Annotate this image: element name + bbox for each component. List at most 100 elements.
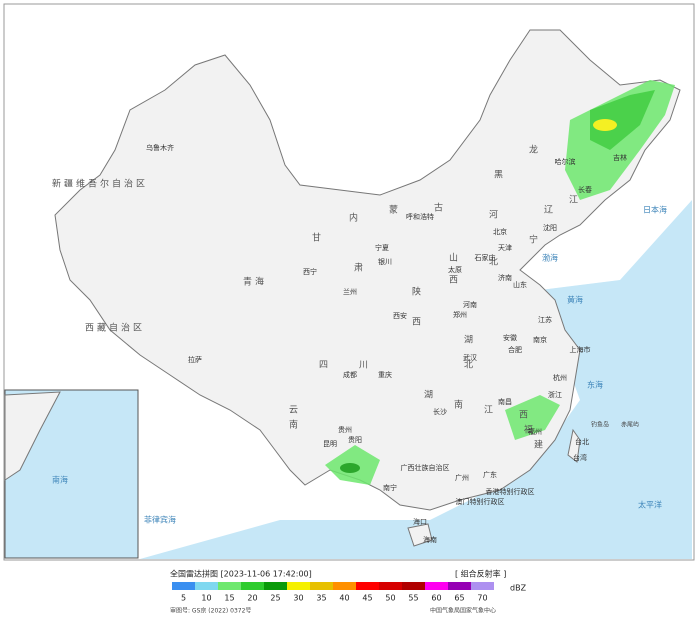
- map-label: 日本海: [643, 205, 667, 215]
- map-label: 黑: [494, 170, 506, 181]
- map-label: 西: [519, 410, 531, 421]
- map-label: 浙江: [548, 390, 562, 399]
- inset-land: [4, 391, 61, 481]
- legend-swatch: [471, 582, 494, 590]
- map-label: 贵阳: [348, 435, 362, 444]
- map-label: 石家庄: [475, 253, 496, 262]
- map-label: 山东: [513, 280, 527, 289]
- hainan: [407, 523, 433, 547]
- map-label: 广州: [455, 473, 469, 482]
- map-label: 南: [289, 419, 301, 431]
- source: 中国气象局国家气象中心: [430, 607, 496, 615]
- legend-level: 10: [201, 594, 211, 603]
- map-label: 南宁: [383, 483, 397, 492]
- legend-level: 20: [247, 594, 257, 603]
- legend-level: 5: [181, 594, 186, 603]
- echo: [505, 395, 560, 440]
- map-label: 乌鲁木齐: [146, 143, 174, 152]
- map-label: 宁夏: [375, 243, 389, 252]
- map-label: 香港特别行政区: [486, 487, 535, 496]
- map-label: 云: [289, 406, 301, 416]
- map-label: 南昌: [498, 397, 512, 406]
- map-label: 钓鱼岛: [591, 421, 609, 429]
- legend-level: 25: [270, 594, 280, 603]
- legend-title: 全国雷达拼图 [2023-11-06 17:42:00]: [170, 569, 312, 579]
- map-label: 银川: [378, 257, 392, 266]
- legend-swatch: [241, 582, 264, 590]
- legend-swatch: [425, 582, 448, 590]
- map-label: 长沙: [433, 407, 447, 416]
- legend-level: 55: [408, 594, 418, 603]
- map-label: 新疆维吾尔自治区: [52, 178, 148, 190]
- map-label: 天津: [498, 244, 512, 252]
- map-label: 台北: [575, 437, 589, 446]
- radar-echoes: [325, 80, 675, 485]
- map-label: 杭州: [553, 373, 567, 382]
- legend-level: 70: [477, 594, 487, 603]
- echo: [593, 119, 617, 131]
- legend-swatch: [195, 582, 218, 590]
- map-label: 太原: [448, 265, 462, 274]
- map-label: 江苏: [538, 315, 552, 324]
- map-label: 吉林: [613, 153, 627, 162]
- map-label: 江: [484, 405, 496, 416]
- map-label: 南: [454, 399, 466, 411]
- legend-level: 15: [224, 594, 234, 603]
- map-label: 江: [569, 195, 581, 206]
- map-label: 昆明: [323, 440, 337, 448]
- map-label: 合肥: [508, 345, 522, 354]
- legend-swatch: [402, 582, 425, 590]
- sea: [140, 200, 692, 559]
- china-outline: [54, 29, 681, 511]
- map-label: 湖: [464, 335, 476, 346]
- legend-level: 40: [339, 594, 349, 603]
- map-label: 南京: [533, 335, 547, 344]
- map-label: 甘: [312, 232, 324, 244]
- map-label: 哈尔滨: [555, 157, 576, 166]
- legend-product: [ 组合反射率 ]: [455, 569, 506, 579]
- legend-unit: dBZ: [510, 584, 527, 593]
- legend-swatch: [287, 582, 310, 590]
- map-label: 内: [349, 212, 361, 224]
- map-label: 重庆: [378, 370, 392, 379]
- map-label: 西藏自治区: [85, 322, 145, 334]
- map-label: 肃: [354, 262, 366, 274]
- map-label: 澳门特别行政区: [456, 497, 505, 506]
- map-label: 广东: [483, 470, 497, 479]
- map-label: 西宁: [303, 267, 317, 276]
- legend-level: 50: [385, 594, 395, 603]
- map-label: 兰州: [343, 287, 357, 296]
- map-label: 青海: [243, 276, 267, 288]
- map-label: 沈阳: [543, 223, 557, 232]
- map-label: 东海: [587, 380, 603, 390]
- map-label: 山: [449, 253, 461, 264]
- legend-swatch: [379, 582, 402, 590]
- map-label: 西: [449, 275, 461, 286]
- map-label: 海口: [413, 517, 427, 526]
- map-label: 古: [434, 202, 446, 214]
- legend-swatch: [218, 582, 241, 590]
- map-label: 河: [489, 209, 501, 221]
- approval-number: 审图号: GS京 (2022) 0372号: [170, 607, 251, 615]
- map-label: 辽: [544, 205, 556, 216]
- legend-level: 35: [316, 594, 326, 603]
- legend-swatch: [333, 582, 356, 590]
- map-label: 黄海: [567, 295, 583, 305]
- map-label: 海南: [423, 535, 437, 544]
- taiwan: [567, 428, 581, 463]
- echo: [340, 463, 360, 473]
- map-label: 西安: [393, 311, 407, 320]
- map-label: 广西壮族自治区: [401, 463, 450, 472]
- legend-swatch: [310, 582, 333, 590]
- legend-level: 30: [293, 594, 303, 603]
- legend-level: 60: [431, 594, 441, 603]
- map-label: 川: [359, 361, 371, 371]
- map-label: 武汉: [463, 353, 477, 362]
- map-label: 菲律宾海: [144, 515, 176, 525]
- map-label: 拉萨: [188, 355, 202, 364]
- map-label: 福州: [528, 427, 542, 436]
- map-label: 福: [524, 424, 536, 436]
- map-label: 赤尾屿: [621, 421, 639, 429]
